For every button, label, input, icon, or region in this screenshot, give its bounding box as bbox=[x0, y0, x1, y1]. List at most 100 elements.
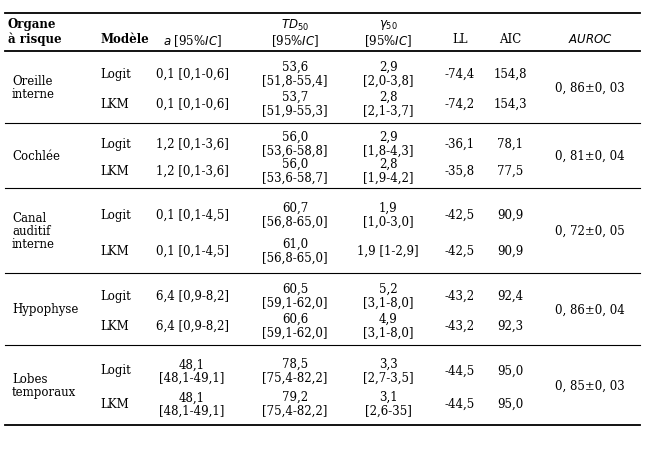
Text: [1,9-4,2]: [1,9-4,2] bbox=[362, 172, 413, 185]
Text: [3,1-8,0]: [3,1-8,0] bbox=[362, 296, 413, 309]
Text: Modèle: Modèle bbox=[100, 33, 149, 46]
Text: [3,1-8,0]: [3,1-8,0] bbox=[362, 326, 413, 339]
Text: 1,9 [1-2,9]: 1,9 [1-2,9] bbox=[357, 244, 419, 257]
Text: 53,7: 53,7 bbox=[282, 91, 308, 104]
Text: 60,6: 60,6 bbox=[282, 313, 308, 325]
Text: Logit: Logit bbox=[100, 208, 131, 221]
Text: [59,1-62,0]: [59,1-62,0] bbox=[263, 326, 328, 339]
Text: 56,0: 56,0 bbox=[282, 157, 308, 171]
Text: [2,1-3,7]: [2,1-3,7] bbox=[362, 105, 413, 118]
Text: 95,0: 95,0 bbox=[497, 397, 523, 410]
Text: 78,5: 78,5 bbox=[282, 357, 308, 369]
Text: LKM: LKM bbox=[100, 244, 129, 257]
Text: 0, 85±0, 03: 0, 85±0, 03 bbox=[555, 379, 625, 392]
Text: 1,2 [0,1-3,6]: 1,2 [0,1-3,6] bbox=[155, 137, 228, 150]
Text: [51,8-55,4]: [51,8-55,4] bbox=[263, 75, 328, 88]
Text: 1,2 [0,1-3,6]: 1,2 [0,1-3,6] bbox=[155, 165, 228, 178]
Text: 2,9: 2,9 bbox=[379, 130, 397, 143]
Text: 0,1 [0,1-0,6]: 0,1 [0,1-0,6] bbox=[155, 67, 228, 81]
Text: -42,5: -42,5 bbox=[445, 244, 475, 257]
Text: [2,0-3,8]: [2,0-3,8] bbox=[362, 75, 413, 88]
Text: $\gamma_{50}$: $\gamma_{50}$ bbox=[379, 18, 397, 32]
Text: 3,3: 3,3 bbox=[379, 357, 397, 369]
Text: 3,1: 3,1 bbox=[379, 390, 397, 403]
Text: -43,2: -43,2 bbox=[445, 289, 475, 302]
Text: [53,6-58,8]: [53,6-58,8] bbox=[263, 144, 328, 157]
Text: 90,9: 90,9 bbox=[497, 244, 523, 257]
Text: auditif: auditif bbox=[12, 224, 50, 237]
Text: 60,7: 60,7 bbox=[282, 202, 308, 214]
Text: -44,5: -44,5 bbox=[445, 364, 475, 376]
Text: 90,9: 90,9 bbox=[497, 208, 523, 221]
Text: 0, 81±0, 04: 0, 81±0, 04 bbox=[555, 150, 625, 162]
Text: 0,1 [0,1-0,6]: 0,1 [0,1-0,6] bbox=[155, 98, 228, 111]
Text: 5,2: 5,2 bbox=[379, 282, 397, 295]
Text: [59,1-62,0]: [59,1-62,0] bbox=[263, 296, 328, 309]
Text: -44,5: -44,5 bbox=[445, 397, 475, 410]
Text: -35,8: -35,8 bbox=[445, 165, 475, 178]
Text: -43,2: -43,2 bbox=[445, 319, 475, 332]
Text: [2,7-3,5]: [2,7-3,5] bbox=[362, 370, 413, 383]
Text: -74,2: -74,2 bbox=[445, 98, 475, 111]
Text: $a$ [95%$IC$]: $a$ [95%$IC$] bbox=[163, 33, 221, 49]
Text: 48,1: 48,1 bbox=[179, 358, 205, 370]
Text: -74,4: -74,4 bbox=[445, 67, 475, 81]
Text: [95%$IC$]: [95%$IC$] bbox=[271, 33, 319, 49]
Text: $TD_{50}$: $TD_{50}$ bbox=[281, 18, 309, 33]
Text: [95%$IC$]: [95%$IC$] bbox=[364, 33, 412, 49]
Text: 0,1 [0,1-4,5]: 0,1 [0,1-4,5] bbox=[155, 208, 228, 221]
Text: [51,9-55,3]: [51,9-55,3] bbox=[262, 105, 328, 118]
Text: 61,0: 61,0 bbox=[282, 237, 308, 250]
Text: interne: interne bbox=[12, 88, 55, 101]
Text: Logit: Logit bbox=[100, 67, 131, 81]
Text: 77,5: 77,5 bbox=[497, 165, 523, 178]
Text: 92,3: 92,3 bbox=[497, 319, 523, 332]
Text: $AUROC$: $AUROC$ bbox=[568, 33, 612, 46]
Text: 154,8: 154,8 bbox=[493, 67, 527, 81]
Text: 0, 86±0, 03: 0, 86±0, 03 bbox=[555, 81, 625, 94]
Text: Logit: Logit bbox=[100, 289, 131, 302]
Text: 0, 86±0, 04: 0, 86±0, 04 bbox=[555, 303, 625, 316]
Text: -42,5: -42,5 bbox=[445, 208, 475, 221]
Text: 2,9: 2,9 bbox=[379, 61, 397, 73]
Text: Lobes: Lobes bbox=[12, 372, 48, 385]
Text: Logit: Logit bbox=[100, 137, 131, 150]
Text: 2,8: 2,8 bbox=[379, 157, 397, 171]
Text: Hypophyse: Hypophyse bbox=[12, 303, 79, 316]
Text: LKM: LKM bbox=[100, 98, 129, 111]
Text: LKM: LKM bbox=[100, 165, 129, 178]
Text: interne: interne bbox=[12, 237, 55, 251]
Text: 95,0: 95,0 bbox=[497, 364, 523, 376]
Text: [56,8-65,0]: [56,8-65,0] bbox=[262, 215, 328, 228]
Text: à risque: à risque bbox=[8, 33, 62, 46]
Text: 2,8: 2,8 bbox=[379, 91, 397, 104]
Text: 4,9: 4,9 bbox=[379, 313, 397, 325]
Text: [48,1-49,1]: [48,1-49,1] bbox=[159, 370, 224, 383]
Text: Cochlée: Cochlée bbox=[12, 150, 60, 162]
Text: [1,0-3,0]: [1,0-3,0] bbox=[362, 215, 413, 228]
Text: Organe: Organe bbox=[8, 18, 57, 31]
Text: 78,1: 78,1 bbox=[497, 137, 523, 150]
Text: [56,8-65,0]: [56,8-65,0] bbox=[262, 251, 328, 264]
Text: 79,2: 79,2 bbox=[282, 390, 308, 403]
Text: AIC: AIC bbox=[499, 33, 521, 46]
Text: LL: LL bbox=[452, 33, 468, 46]
Text: temporaux: temporaux bbox=[12, 385, 76, 398]
Text: 53,6: 53,6 bbox=[282, 61, 308, 73]
Text: Logit: Logit bbox=[100, 364, 131, 376]
Text: 48,1: 48,1 bbox=[179, 391, 205, 404]
Text: [53,6-58,7]: [53,6-58,7] bbox=[262, 172, 328, 185]
Text: -36,1: -36,1 bbox=[445, 137, 475, 150]
Text: [75,4-82,2]: [75,4-82,2] bbox=[263, 370, 328, 383]
Text: LKM: LKM bbox=[100, 319, 129, 332]
Text: LKM: LKM bbox=[100, 397, 129, 410]
Text: 56,0: 56,0 bbox=[282, 130, 308, 143]
Text: 154,3: 154,3 bbox=[493, 98, 527, 111]
Text: Canal: Canal bbox=[12, 212, 46, 224]
Text: 60,5: 60,5 bbox=[282, 282, 308, 295]
Text: [1,8-4,3]: [1,8-4,3] bbox=[362, 144, 413, 157]
Text: 0, 72±0, 05: 0, 72±0, 05 bbox=[555, 224, 625, 237]
Text: [48,1-49,1]: [48,1-49,1] bbox=[159, 404, 224, 417]
Text: [75,4-82,2]: [75,4-82,2] bbox=[263, 404, 328, 417]
Text: 6,4 [0,9-8,2]: 6,4 [0,9-8,2] bbox=[155, 319, 228, 332]
